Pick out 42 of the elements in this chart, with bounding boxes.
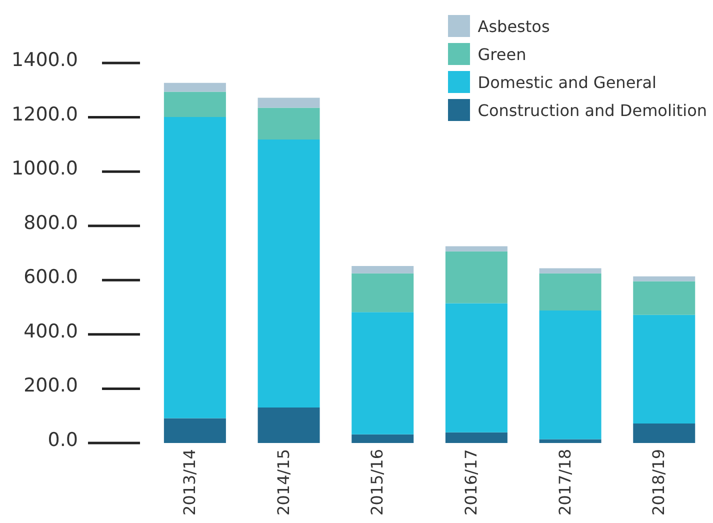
- bar: [352, 434, 414, 443]
- bar: [445, 251, 508, 304]
- bar: [633, 423, 696, 443]
- bar: [164, 117, 226, 418]
- legend-label: Asbestos: [478, 16, 550, 36]
- bar: [164, 92, 226, 118]
- bar: [258, 98, 320, 108]
- bar: [633, 281, 696, 315]
- legend-label: Construction and Demolition: [478, 100, 707, 120]
- x-tick-label: 2014/15: [274, 449, 293, 516]
- bar: [258, 407, 320, 443]
- bar: [445, 303, 508, 432]
- y-tick-label: 1000.0: [12, 158, 78, 180]
- x-tick-label: 2015/16: [368, 449, 387, 516]
- x-tick-label: 2016/17: [461, 449, 480, 516]
- y-tick-label: 1200.0: [12, 103, 78, 126]
- bar: [633, 276, 696, 282]
- x-tick-label: 2018/19: [649, 449, 668, 516]
- bar: [539, 310, 602, 440]
- y-tick-label: 200.0: [24, 374, 78, 397]
- bar: [352, 273, 414, 312]
- x-tick-label: 2013/14: [180, 449, 199, 516]
- legend-label: Domestic and General: [478, 72, 656, 92]
- bar: [352, 312, 414, 434]
- bar: [445, 246, 508, 252]
- y-tick-label: 0.0: [48, 429, 78, 451]
- x-tick-label: 2017/18: [555, 449, 574, 516]
- bar: [164, 418, 226, 443]
- bar: [164, 82, 226, 92]
- bar: [258, 108, 320, 140]
- y-tick-label: 600.0: [24, 266, 78, 288]
- y-tick-label: 800.0: [24, 212, 78, 234]
- bar: [258, 140, 320, 408]
- y-tick-label: 400.0: [24, 320, 78, 342]
- bar: [352, 266, 414, 274]
- bar: [539, 273, 602, 311]
- bar: [539, 268, 602, 274]
- legend-label: Green: [478, 44, 526, 64]
- bar: [539, 439, 602, 443]
- y-tick-label: 1400.0: [12, 49, 78, 71]
- bar: [633, 314, 696, 424]
- bar: [445, 432, 508, 443]
